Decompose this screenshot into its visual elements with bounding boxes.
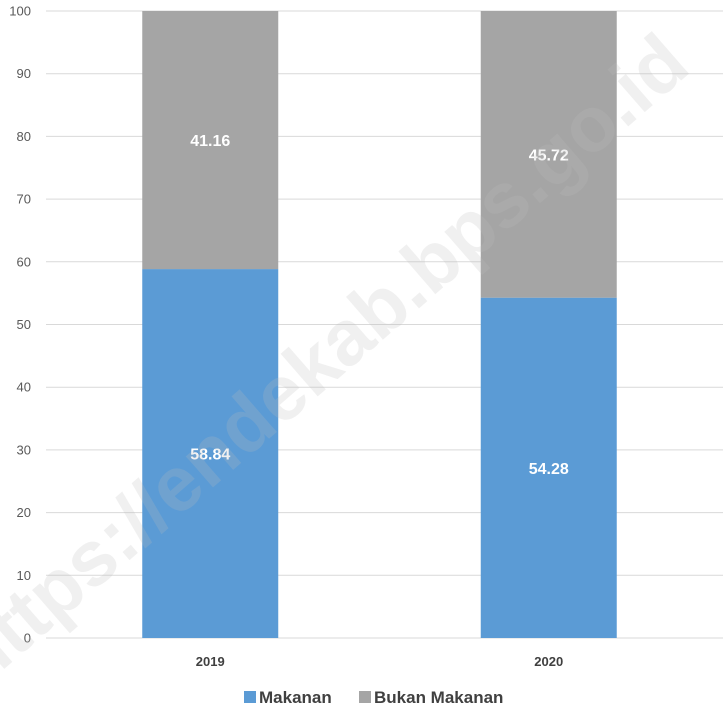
legend: Makanan Bukan Makanan bbox=[244, 688, 503, 707]
data-labels: 58.84 41.16 54.28 45.72 bbox=[190, 133, 569, 478]
y-tick-label: 20 bbox=[17, 505, 31, 520]
y-tick-label: 10 bbox=[17, 568, 31, 583]
bar-bukan-makanan-2020 bbox=[480, 11, 617, 298]
y-tick-label: 60 bbox=[17, 254, 31, 269]
y-tick-label: 0 bbox=[24, 631, 31, 646]
x-tick-label: 2020 bbox=[534, 654, 563, 669]
data-label: 58.84 bbox=[190, 447, 230, 464]
legend-label: Makanan bbox=[259, 688, 332, 707]
y-tick-label: 100 bbox=[9, 4, 31, 19]
data-label: 41.16 bbox=[190, 133, 230, 150]
legend-swatch bbox=[244, 691, 256, 703]
legend-label: Bukan Makanan bbox=[374, 688, 503, 707]
y-tick-label: 70 bbox=[17, 192, 31, 207]
bar-bukan-makanan-2019 bbox=[142, 11, 279, 270]
y-tick-label: 30 bbox=[17, 442, 31, 457]
legend-swatch bbox=[359, 691, 371, 703]
y-tick-label: 50 bbox=[17, 317, 31, 332]
bar-makanan-2019 bbox=[142, 269, 279, 638]
y-axis-ticks: 0 10 20 30 40 50 60 70 80 90 100 bbox=[9, 4, 31, 646]
bars bbox=[142, 11, 617, 638]
x-tick-label: 2019 bbox=[196, 654, 225, 669]
data-label: 45.72 bbox=[529, 147, 569, 164]
bar-makanan-2020 bbox=[480, 297, 617, 638]
x-axis-ticks: 2019 2020 bbox=[196, 654, 563, 669]
data-label: 54.28 bbox=[529, 461, 569, 478]
y-tick-label: 80 bbox=[17, 129, 31, 144]
y-tick-label: 90 bbox=[17, 66, 31, 81]
y-tick-label: 40 bbox=[17, 380, 31, 395]
